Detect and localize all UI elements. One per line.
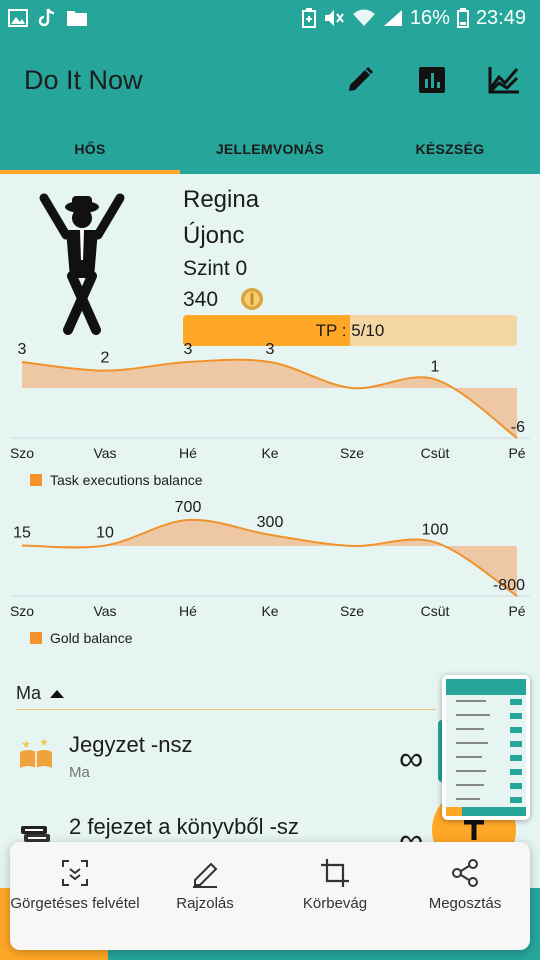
- x-tick-label: Vas: [93, 603, 116, 619]
- task-balance-plot: 3 2 3 3 1 -6 Szo Vas Hé Ke Sze Csüt Pé: [10, 341, 530, 461]
- crop-label: Körbevág: [302, 895, 368, 912]
- folder-icon: [67, 11, 87, 26]
- legend-swatch: [30, 474, 42, 486]
- pencil-icon[interactable]: [340, 60, 380, 100]
- x-tick-label: Vas: [93, 445, 116, 461]
- battery-icon: [456, 8, 469, 28]
- data-label: 3: [18, 341, 27, 358]
- battery-percent: 16%: [409, 6, 450, 29]
- screenshot-toolbar: Görgetéses felvétel Rajzolás Körbevág Me…: [10, 842, 530, 950]
- x-tick-label: Sze: [340, 603, 364, 619]
- hero-name: Regina: [183, 186, 260, 213]
- line-chart-icon[interactable]: [484, 60, 524, 100]
- hero-avatar-icon: [39, 193, 125, 335]
- series-line: [21, 518, 518, 597]
- x-tick-label: Pé: [508, 445, 525, 461]
- x-tick-label: Ke: [261, 603, 278, 619]
- x-tick-label: Szo: [10, 445, 34, 461]
- share-icon: [452, 859, 478, 887]
- share-label: Megosztás: [428, 895, 502, 912]
- hero-level: Szint 0: [183, 257, 248, 280]
- x-tick-label: Sze: [340, 445, 364, 461]
- x-tick-label: Pé: [508, 603, 525, 619]
- tp-progress-bar: TP : 5/10: [183, 315, 517, 346]
- battery-saver-icon: [301, 8, 316, 28]
- task-balance-legend: Task executions balance: [30, 472, 203, 488]
- x-tick-label: Csüt: [421, 603, 450, 619]
- plus-icon: [464, 819, 484, 840]
- status-bar: 16% 23:49: [0, 0, 540, 36]
- hero-rank: Újonc: [183, 222, 245, 249]
- thumbnail-preview: [446, 679, 526, 816]
- legend-label: Gold balance: [50, 630, 133, 646]
- coin-icon: [241, 288, 263, 310]
- hero-gold: 340: [183, 288, 219, 311]
- x-tick-label: Hé: [179, 445, 197, 461]
- bar-chart-icon[interactable]: [412, 60, 452, 100]
- crop-button[interactable]: Körbevág: [270, 842, 400, 950]
- x-tick-label: Szo: [10, 603, 34, 619]
- task-item[interactable]: Jegyzet -nsz Ma ∞: [14, 720, 434, 796]
- x-tick-label: Csüt: [421, 445, 450, 461]
- data-label: 1: [431, 358, 440, 375]
- app-title: Do It Now: [24, 64, 143, 95]
- gold-balance-chart: 15 10 700 300 100 -800 Szo Vas Hé Ke Sze Csüt Pé Gol…: [0, 498, 540, 648]
- scroll-capture-icon: [62, 860, 88, 886]
- x-tick-label: Ke: [261, 445, 278, 461]
- tab-traits[interactable]: JELLEMVONÁS: [215, 141, 325, 157]
- x-tick-label: Hé: [179, 603, 197, 619]
- task-balance-chart: 3 2 3 3 1 -6 Szo Vas Hé Ke Sze Csüt Pé Task executio…: [0, 340, 540, 490]
- tp-label: TP : 5/10: [315, 320, 385, 340]
- infinity-icon: ∞: [399, 740, 424, 778]
- share-button[interactable]: Megosztás: [400, 842, 530, 950]
- crop-icon: [321, 859, 349, 887]
- data-label: 2: [101, 350, 110, 367]
- gallery-icon: [8, 9, 28, 27]
- screenshot-thumbnail[interactable]: [442, 675, 530, 820]
- series-area: [22, 519, 517, 596]
- data-label: 3: [266, 341, 275, 358]
- tab-hero[interactable]: HŐS: [0, 124, 180, 174]
- data-label: 10: [96, 525, 114, 542]
- sort-label: Ma: [16, 683, 42, 703]
- sort-header[interactable]: Ma: [16, 678, 436, 710]
- draw-icon: [193, 862, 218, 888]
- data-label: 15: [13, 524, 31, 541]
- task-subtitle: Ma: [69, 764, 90, 781]
- legend-swatch: [30, 632, 42, 644]
- wifi-icon: [352, 9, 375, 26]
- tab-bar: HŐS JELLEMVONÁS KÉSZSÉG: [0, 124, 540, 174]
- task-title: Jegyzet -nsz: [69, 732, 193, 757]
- open-book-icon: [20, 738, 52, 768]
- draw-button[interactable]: Rajzolás: [140, 842, 270, 950]
- tp-progress-fill: [183, 315, 350, 346]
- gold-balance-legend: Gold balance: [30, 630, 133, 646]
- scroll-capture-label: Görgetéses felvétel: [10, 895, 140, 912]
- data-label: 300: [257, 514, 284, 531]
- mute-icon: [324, 10, 344, 26]
- gold-balance-plot: 15 10 700 300 100 -800 Szo Vas Hé Ke Sze Csüt Pé: [10, 499, 530, 619]
- clock: 23:49: [475, 6, 526, 29]
- task-title: 2 fejezet a könyvből -sz: [69, 814, 299, 839]
- data-label: 700: [175, 499, 202, 516]
- data-label: -800: [493, 577, 525, 594]
- signal-icon: [383, 10, 402, 26]
- data-label: -6: [511, 419, 525, 436]
- tab-skills[interactable]: KÉSZSÉG: [415, 141, 485, 157]
- scroll-capture-button[interactable]: Görgetéses felvétel: [10, 842, 140, 950]
- legend-label: Task executions balance: [50, 472, 203, 488]
- data-label: 100: [422, 521, 449, 538]
- series-area: [22, 359, 517, 438]
- series-line: [21, 358, 518, 439]
- app-bar: Do It Now: [0, 36, 540, 124]
- draw-label: Rajzolás: [176, 895, 234, 912]
- sort-up-icon: [50, 689, 65, 698]
- data-label: 3: [184, 341, 193, 358]
- tiktok-icon: [38, 8, 55, 27]
